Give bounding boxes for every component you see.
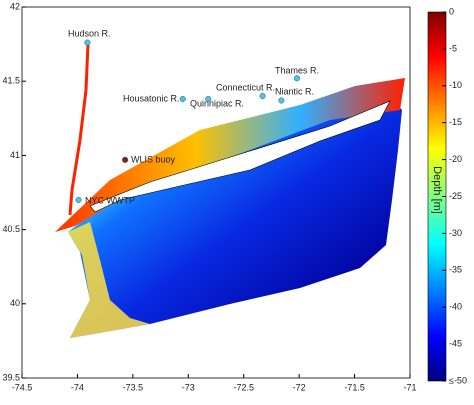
station-marker	[293, 75, 300, 82]
y-tick-label: 41.5	[2, 76, 20, 86]
point-label: Connecticut R.	[216, 82, 275, 92]
point-label: WLIS buoy	[131, 154, 176, 164]
point-label: NYC WWTP	[85, 195, 135, 205]
y-tick-label: 42	[10, 1, 20, 11]
station-marker	[278, 97, 285, 104]
colorbar-tick-label: -5	[449, 43, 457, 53]
station-marker	[75, 196, 82, 203]
x-tick-label: -72	[293, 382, 306, 392]
point-label: Quinnipiac R.	[190, 98, 244, 108]
point-label: Thames R.	[275, 65, 319, 75]
colorbar-tick-label: -40	[449, 302, 462, 312]
hudson-river	[68, 43, 90, 216]
colorbar-tick-label: -10	[449, 80, 462, 90]
coastal-shallows	[68, 222, 150, 338]
colorbar-tick-label: -45	[449, 338, 462, 348]
x-tick-label: -71	[403, 382, 416, 392]
colorbar-label: Depth [m]	[431, 166, 443, 214]
x-tick-label: -74	[71, 382, 84, 392]
point-label: Hudson R.	[68, 28, 111, 38]
long-island	[89, 100, 391, 213]
colorbar-tick-label: 0	[449, 6, 454, 16]
colorbar-tick-label: -35	[449, 265, 462, 275]
colorbar-tick-label: -15	[449, 117, 462, 127]
station-marker	[259, 93, 266, 100]
y-tick-label: 40.5	[2, 224, 20, 234]
colorbar-tick-label: -20	[449, 154, 462, 164]
y-tick-label: 40	[10, 298, 20, 308]
colorbar: Depth [m]	[427, 11, 447, 382]
colorbar-tick-label: -25	[449, 191, 462, 201]
x-tick-label: -73.5	[123, 382, 144, 392]
colorbar-tick-label: -30	[449, 228, 462, 238]
x-tick-label: -73	[182, 382, 195, 392]
point-label: Housatonic R.	[123, 93, 180, 103]
x-tick-label: -74.5	[12, 382, 33, 392]
station-marker	[179, 96, 186, 103]
x-tick-label: -71.5	[344, 382, 365, 392]
point-label: Niantic R.	[275, 86, 314, 96]
station-marker	[84, 39, 91, 46]
x-tick-label: -72.5	[233, 382, 254, 392]
y-tick-label: 39.5	[2, 372, 20, 382]
ocean-shelf	[68, 96, 402, 338]
y-tick-label: 41	[10, 150, 20, 160]
station-marker	[122, 156, 129, 163]
colorbar-tick-label: ≤-50	[449, 375, 467, 385]
station-marker	[205, 96, 212, 103]
long-island-sound	[55, 78, 405, 232]
